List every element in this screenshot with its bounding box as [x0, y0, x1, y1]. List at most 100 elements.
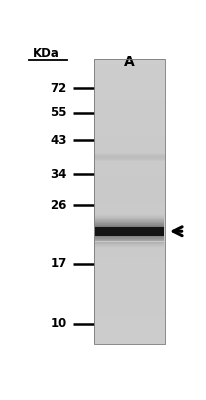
Bar	[94, 306, 165, 308]
Bar	[94, 294, 165, 296]
Bar	[95, 244, 164, 245]
Bar	[94, 185, 165, 187]
Bar	[94, 90, 165, 92]
Text: 26: 26	[50, 198, 67, 212]
Bar	[94, 268, 165, 270]
Bar	[94, 322, 165, 325]
Bar	[94, 97, 165, 99]
Bar	[94, 78, 165, 80]
Bar	[94, 330, 165, 332]
Bar	[94, 132, 165, 135]
Bar	[94, 116, 165, 118]
Bar	[94, 213, 165, 216]
Bar	[94, 296, 165, 298]
Bar	[95, 230, 164, 231]
Text: 10: 10	[50, 317, 67, 330]
Bar	[94, 73, 165, 75]
Bar	[94, 315, 165, 318]
Bar	[94, 218, 165, 220]
Bar	[94, 192, 165, 194]
Bar	[94, 168, 165, 170]
Bar	[94, 260, 165, 263]
Bar	[94, 106, 165, 109]
Bar	[94, 180, 165, 182]
Text: 43: 43	[50, 134, 67, 147]
Bar	[94, 99, 165, 102]
Bar	[94, 199, 165, 201]
Bar	[94, 325, 165, 327]
Bar	[94, 239, 165, 242]
Bar	[94, 178, 165, 180]
Bar	[94, 246, 165, 249]
Bar	[95, 223, 164, 224]
Bar	[94, 237, 165, 239]
Bar	[94, 258, 165, 260]
Bar	[94, 82, 165, 85]
Bar	[94, 149, 165, 151]
Text: 72: 72	[50, 82, 67, 94]
Text: 17: 17	[50, 257, 67, 270]
Bar	[94, 208, 165, 211]
Bar	[94, 275, 165, 277]
Bar	[95, 224, 164, 225]
Bar	[94, 147, 165, 149]
Bar	[94, 320, 165, 322]
Bar	[95, 242, 164, 243]
Bar	[94, 68, 165, 71]
Bar	[95, 217, 164, 218]
Bar	[94, 111, 165, 113]
Bar	[94, 292, 165, 294]
Bar	[94, 211, 165, 213]
Bar	[94, 161, 165, 163]
Bar	[94, 220, 165, 222]
Bar	[95, 236, 164, 237]
Bar	[94, 113, 165, 116]
Bar	[94, 194, 165, 196]
Bar	[94, 298, 165, 301]
Bar	[94, 64, 165, 66]
Bar	[94, 123, 165, 125]
Bar	[94, 308, 165, 310]
Bar	[94, 277, 165, 280]
Bar	[95, 221, 164, 222]
Bar	[95, 227, 164, 228]
Bar	[94, 318, 165, 320]
Bar	[95, 234, 164, 235]
Bar	[94, 249, 165, 251]
Bar	[95, 231, 164, 232]
Bar	[94, 166, 165, 168]
Bar	[94, 140, 165, 142]
Bar	[94, 154, 165, 156]
Bar	[94, 272, 165, 275]
Bar	[94, 66, 165, 68]
Bar	[94, 144, 165, 147]
Bar	[95, 229, 164, 230]
Bar	[94, 137, 165, 140]
Bar	[95, 239, 164, 240]
Bar	[95, 241, 164, 242]
Bar	[94, 336, 165, 339]
Bar	[95, 226, 164, 227]
Bar	[94, 265, 165, 268]
Bar	[95, 235, 164, 236]
Bar	[94, 118, 165, 120]
Bar	[94, 109, 165, 111]
Bar	[95, 246, 164, 247]
Bar	[94, 102, 165, 104]
Bar	[94, 341, 165, 344]
Bar	[94, 227, 165, 230]
Text: KDa: KDa	[33, 47, 60, 60]
Bar	[94, 204, 165, 206]
Bar	[94, 187, 165, 189]
Bar	[94, 156, 165, 158]
Bar	[94, 339, 165, 341]
Bar	[95, 232, 164, 233]
Bar	[94, 92, 165, 94]
Bar	[94, 59, 165, 61]
Bar	[94, 244, 165, 246]
Bar	[94, 158, 165, 161]
Bar	[94, 289, 165, 292]
Bar	[95, 222, 164, 223]
Bar	[94, 75, 165, 78]
Bar	[94, 94, 165, 97]
